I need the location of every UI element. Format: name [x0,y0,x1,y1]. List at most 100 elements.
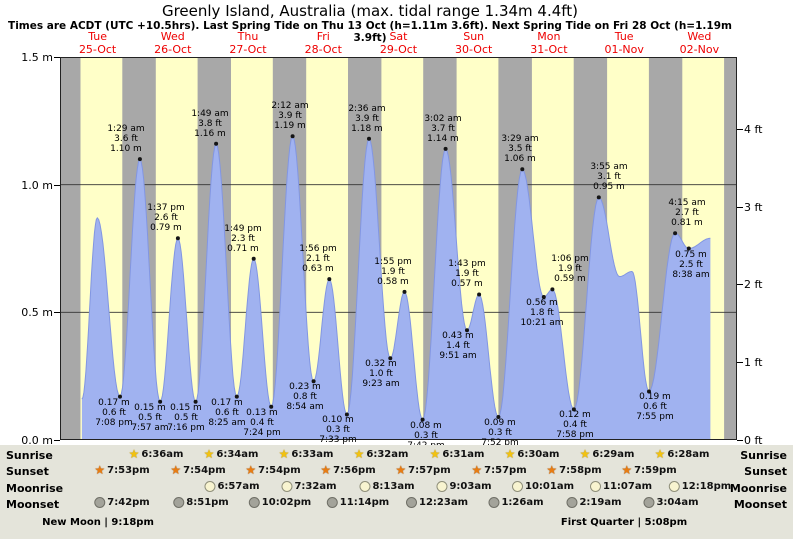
day-name: Wed [687,30,712,43]
moonrise-time: 12:18pm [681,481,732,492]
tide-area [81,136,711,440]
moonset-event: 2:19am [566,497,622,508]
sunset-icon: ★ [170,463,182,477]
sunrise-row-label-right: Sunrise [740,449,787,462]
sunset-event: ★ 7:58pm [546,464,601,477]
tide-marker [496,415,501,419]
moonset-time: 8:51pm [186,497,229,508]
sunset-icon: ★ [320,463,332,477]
sunrise-time: 6:34am [216,449,259,460]
tide-marker [251,256,256,261]
moonset-time: 2:19am [579,497,622,508]
astro-panel: Sunrise Sunrise ★ 6:36am ★ 6:34am ★ 6:33am ★ 6:32… [0,445,793,539]
sunrise-time: 6:28am [667,449,710,460]
sunrise-icon: ★ [353,447,365,461]
y-axis-label-m: 1.5 m [21,51,53,64]
tide-marker [596,195,601,200]
chart-subtitle: Times are ACDT (UTC +10.5hrs). Last Spri… [8,20,732,44]
axis-tick [54,440,60,441]
axis-tick [54,57,60,58]
sunset-icon: ★ [621,463,633,477]
sunrise-row: Sunrise Sunrise ★ 6:36am ★ 6:34am ★ 6:33am ★ 6:32… [0,448,793,464]
axis-tick [54,185,60,186]
sunrise-icon: ★ [654,447,666,461]
moonset-event: 10:02pm [248,497,312,508]
moonrise-event: 9:03am [436,481,492,492]
sunset-time: 7:57pm [484,465,527,476]
tide-marker [344,412,349,417]
sunrise-time: 6:31am [442,449,485,460]
day-date: 28-Oct [304,42,342,56]
day-name: Tue [88,30,107,43]
y-axis-label-ft: 1 ft [744,356,763,369]
sunset-icon: ★ [546,463,558,477]
axis-tick [737,129,743,130]
sunset-event: ★ 7:57pm [395,464,450,477]
sunset-time: 7:58pm [559,465,602,476]
tide-marker [214,141,219,146]
moonset-icon [566,497,578,508]
day-name: Fri [316,30,330,43]
tide-marker [550,287,555,292]
sunrise-event: ★ 6:33am [279,448,334,461]
tide-line [81,135,711,421]
sunrise-event: ★ 6:32am [354,448,409,461]
tide-marker [158,399,163,404]
y-axis-label-m: 0.5 m [21,306,53,319]
moonset-time: 10:02pm [261,497,312,508]
day-date: 02-Nov [679,42,720,56]
day-name: Tue [614,30,634,43]
sunrise-time: 6:33am [291,449,334,460]
moonrise-event: 12:18pm [668,481,732,492]
axis-tick [54,312,60,313]
sunrise-event: ★ 6:30am [505,448,560,461]
moonset-icon [173,497,185,508]
moonrise-icon [436,481,448,492]
day-header: Fri 28-Oct [286,30,361,56]
sunrise-event: ★ 6:28am [655,448,710,461]
axis-tick [737,284,743,285]
tide-marker [269,404,274,409]
tide-marker [327,277,332,282]
day-name: Wed [160,30,185,43]
moonrise-event: 7:32am [281,481,337,492]
sunrise-icon: ★ [203,447,215,461]
moonset-time: 1:26am [501,497,544,508]
day-date: 27-Oct [229,42,267,56]
tide-marker [234,394,239,399]
moonrise-time: 8:13am [372,481,415,492]
moonset-time: 7:42pm [107,497,150,508]
moonset-event: 3:04am [643,497,699,508]
sunrise-time: 6:29am [592,449,635,460]
y-axis-label-m: 1.0 m [21,179,53,192]
tide-marker [137,157,142,162]
moonset-row-label-right: Moonset [733,498,787,511]
day-header: Sat 29-Oct [361,30,436,56]
y-axis-label-ft: 0 ft [744,434,763,447]
sunset-event: ★ 7:56pm [320,464,375,477]
moonset-icon [643,497,655,508]
tide-marker [402,289,407,294]
moonset-icon [488,497,500,508]
tide-marker [193,399,198,404]
sunset-row-label-right: Sunset [744,465,787,478]
moonrise-event: 10:01am [512,481,574,492]
tide-marker [118,394,122,399]
tide-marker [388,356,393,361]
day-header: Wed 02-Nov [662,30,737,56]
day-date: 25-Oct [78,42,117,56]
tide-marker [673,231,678,236]
moonset-icon [94,497,106,508]
moonrise-time: 9:03am [449,481,492,492]
moonset-time: 11:14pm [339,497,390,508]
day-header: Tue 25-Oct [60,30,135,56]
moonrise-row-label-left: Moonrise [6,482,64,495]
moonrise-row-label-right: Moonrise [729,482,787,495]
day-header: Sun 30-Oct [436,30,511,56]
day-header: Mon 31-Oct [511,30,586,56]
sunset-row: Sunset Sunset ★ 7:53pm ★ 7:54pm ★ 7:54pm ★ 7:56pm… [0,464,793,480]
sunrise-icon: ★ [504,447,516,461]
moonrise-icon [204,481,216,492]
day-name: Mon [537,30,561,43]
moonrise-icon [590,481,601,492]
